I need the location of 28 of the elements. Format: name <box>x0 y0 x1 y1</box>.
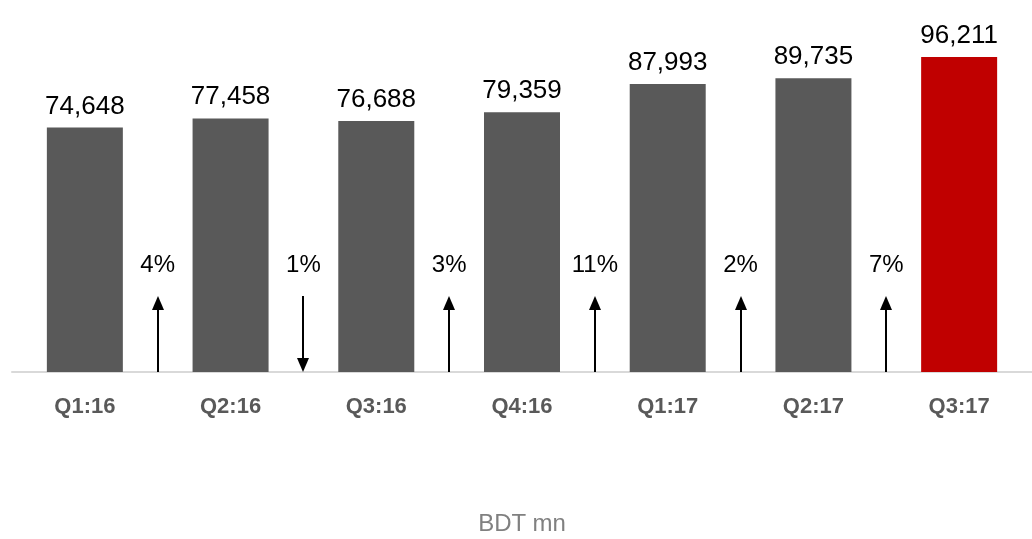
x-tick-label: Q4:16 <box>491 392 553 418</box>
annotation: 4% <box>140 250 176 278</box>
bar <box>775 78 852 372</box>
x-tick-label: Q1:16 <box>54 392 116 418</box>
annotation: 2% <box>723 250 758 278</box>
data-label: 77,458 <box>190 80 271 111</box>
x-tick-label: Q2:17 <box>782 392 845 418</box>
bar <box>484 112 560 372</box>
data-label: 87,993 <box>627 45 708 76</box>
annotation: 7% <box>868 250 904 278</box>
bar <box>629 83 706 372</box>
bar <box>46 127 123 372</box>
annotation: 1% <box>286 250 321 278</box>
x-tick-label: Q3:16 <box>345 392 407 418</box>
data-label: 74,648 <box>45 89 125 120</box>
x-axis-title: BDT mn <box>478 508 566 536</box>
data-label: 89,735 <box>773 40 854 71</box>
bar <box>192 118 269 372</box>
data-label: 79,359 <box>482 74 562 105</box>
annotation: 11% <box>571 250 618 278</box>
x-tick-label: Q3:17 <box>928 392 990 418</box>
bar <box>338 120 415 372</box>
x-tick-label: Q1:17 <box>637 392 699 418</box>
bar <box>921 57 998 372</box>
data-label: 76,688 <box>336 82 417 113</box>
data-label: 96,211 <box>920 19 998 49</box>
x-tick-label: Q2:16 <box>199 392 262 418</box>
annotation: 3% <box>431 250 467 278</box>
